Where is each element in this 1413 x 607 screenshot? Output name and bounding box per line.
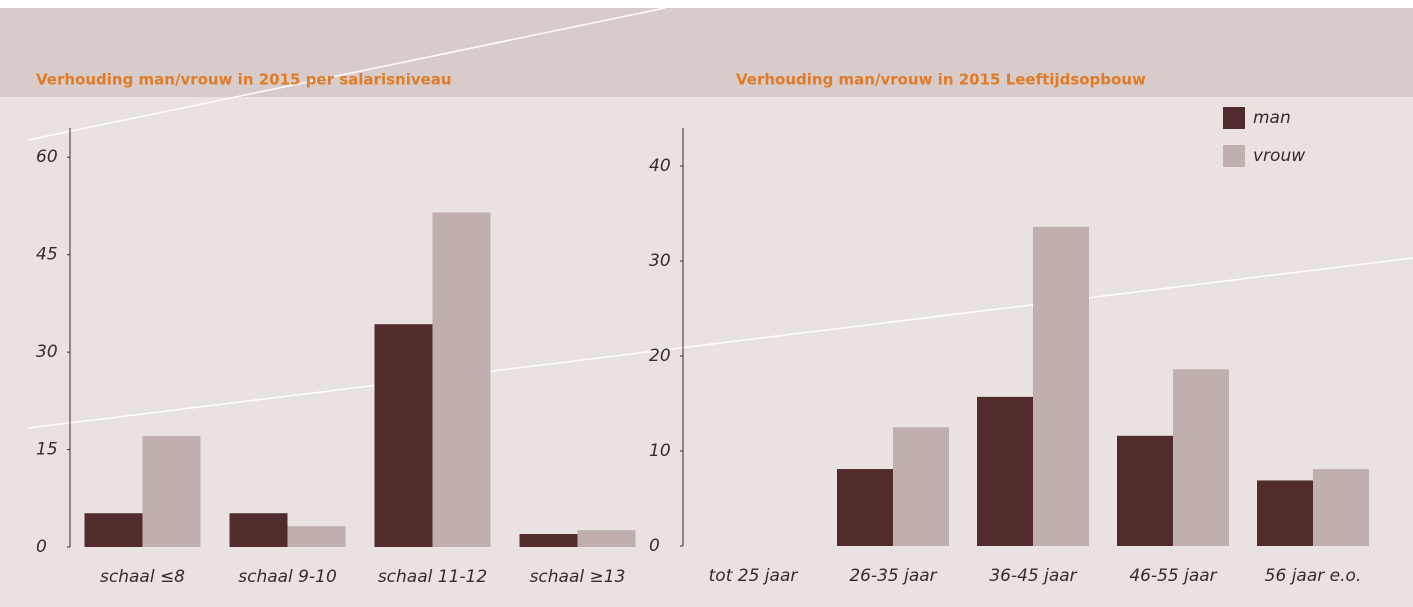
- x-tick-label: tot 25 jaar: [709, 566, 799, 586]
- y-tick-label: 45: [36, 245, 58, 265]
- bar: [837, 469, 893, 546]
- bar: [1173, 369, 1229, 546]
- decor-line: [27, 7, 666, 141]
- y-tick-label: 10: [649, 441, 671, 461]
- bar: [1257, 480, 1313, 546]
- x-tick-label: 56 jaar e.o.: [1265, 566, 1362, 586]
- bar: [977, 396, 1033, 546]
- header-band: [0, 8, 1413, 97]
- bar: [519, 534, 578, 547]
- bar: [1033, 226, 1089, 547]
- x-tick-label: 36-45 jaar: [989, 566, 1077, 586]
- bar: [577, 530, 636, 547]
- bar: [287, 526, 346, 547]
- legend-label: man: [1253, 108, 1291, 128]
- legend-swatch: [1223, 107, 1245, 129]
- y-tick-label: 30: [36, 342, 58, 362]
- legend-label: vrouw: [1253, 146, 1305, 166]
- bar: [229, 513, 288, 547]
- bar: [893, 427, 949, 546]
- decor-line: [27, 257, 1413, 429]
- y-tick-label: 20: [649, 346, 671, 366]
- chart-title: Verhouding man/vrouw in 2015 Leeftijdsop…: [736, 71, 1146, 89]
- chart-title: Verhouding man/vrouw in 2015 per salaris…: [36, 71, 452, 89]
- x-tick-label: schaal 9-10: [238, 567, 337, 587]
- y-tick-label: 30: [649, 251, 671, 271]
- x-tick-label: schaal ≥13: [530, 567, 626, 587]
- bar: [142, 435, 201, 547]
- y-tick-label: 40: [649, 156, 671, 176]
- y-tick-label: 0: [36, 537, 47, 557]
- x-tick-label: 46-55 jaar: [1129, 566, 1217, 586]
- bar: [84, 513, 143, 547]
- bar: [432, 212, 491, 547]
- x-tick-label: 26-35 jaar: [849, 566, 937, 586]
- bar: [1117, 435, 1173, 546]
- bar: [1313, 469, 1369, 546]
- y-tick-label: 15: [36, 440, 58, 460]
- y-tick-label: 0: [649, 536, 660, 556]
- x-tick-label: schaal ≤8: [100, 567, 185, 587]
- bar: [374, 324, 433, 547]
- x-tick-label: schaal 11-12: [378, 567, 487, 587]
- y-tick-label: 60: [36, 147, 58, 167]
- legend-swatch: [1223, 145, 1245, 167]
